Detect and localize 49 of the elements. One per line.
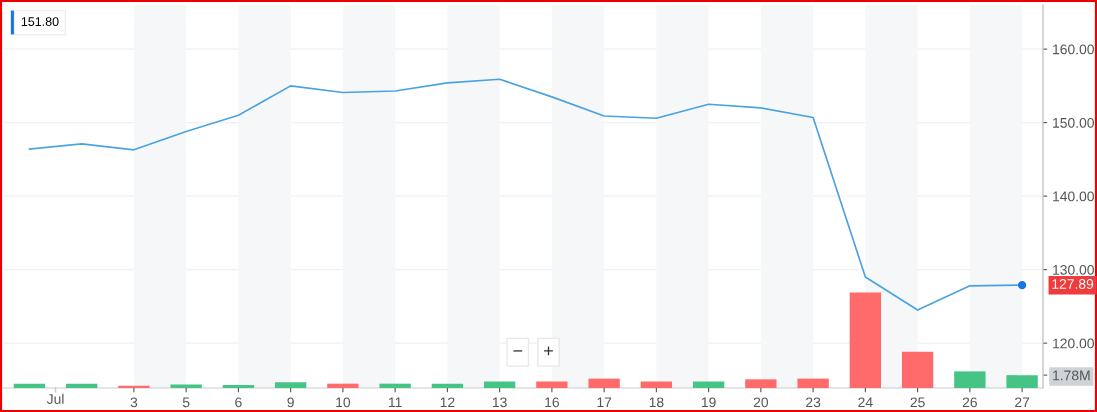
x-tick-label: 11 <box>388 397 402 408</box>
x-tick-label: 17 <box>597 397 612 408</box>
x-tick-label: 9 <box>287 397 294 408</box>
bar <box>954 371 986 388</box>
bar <box>901 351 934 388</box>
bar <box>13 383 46 388</box>
annotation: 151.80 <box>21 17 59 27</box>
bar <box>431 383 464 388</box>
bar <box>1006 375 1038 388</box>
bar <box>536 381 568 388</box>
x-tick-label: 5 <box>182 397 190 408</box>
x-tick-label: 19 <box>701 397 716 408</box>
bar <box>65 383 98 388</box>
bar <box>745 379 777 388</box>
y-tick-label: 130.00 <box>1053 264 1094 275</box>
y-tick-label: 140.00 <box>1053 191 1094 202</box>
x-tick-label: 10 <box>336 397 351 408</box>
x-tick-label: 20 <box>753 397 769 408</box>
bar <box>222 385 255 388</box>
x-tick-label: 24 <box>858 397 873 408</box>
bar <box>640 381 673 388</box>
bar <box>692 381 725 388</box>
bar <box>274 382 307 388</box>
bar <box>588 378 620 388</box>
bar <box>797 378 829 388</box>
x-tick-label: 23 <box>806 397 821 408</box>
annotation: 127.89 <box>1052 279 1094 289</box>
y-tick-label: 160.00 <box>1053 44 1094 55</box>
x-tick-label: 27 <box>1015 397 1030 408</box>
bar <box>170 384 202 388</box>
x-tick-label: 6 <box>235 397 242 408</box>
bar <box>118 385 150 388</box>
bar <box>849 292 882 388</box>
x-tick-label: 13 <box>492 397 507 408</box>
y-tick-label: 120.00 <box>1053 338 1094 349</box>
bar <box>327 383 359 388</box>
x-tick-label: 26 <box>962 397 977 408</box>
x-tick-label: 25 <box>910 397 925 408</box>
x-tick-label: 3 <box>130 397 138 408</box>
annotation: − <box>513 350 523 352</box>
x-tick-label: 12 <box>440 397 455 408</box>
annotation: + <box>544 346 553 356</box>
y2-tick-label: 1.78M <box>1053 370 1090 381</box>
x-tick-label: 18 <box>649 397 664 408</box>
bar <box>483 381 516 388</box>
text: Jul <box>46 393 64 404</box>
y-tick-label: 150.00 <box>1053 117 1094 128</box>
x-tick-label: 16 <box>545 397 559 408</box>
bar <box>379 383 411 388</box>
